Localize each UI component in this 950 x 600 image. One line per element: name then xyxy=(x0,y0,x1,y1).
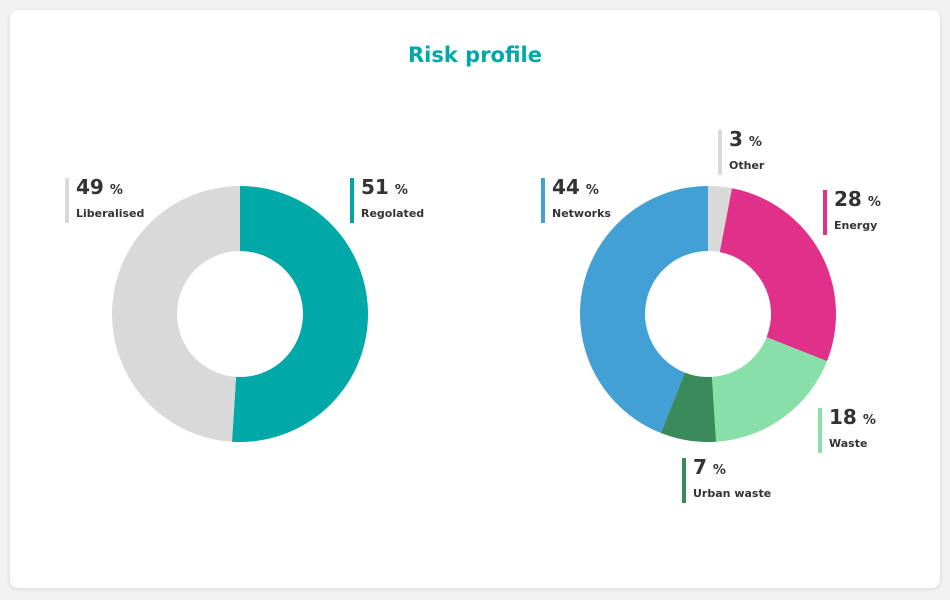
legend-label: Networks xyxy=(552,207,611,220)
value-number: 51 xyxy=(361,175,389,199)
legend-swatch xyxy=(823,190,827,235)
value-unit: % xyxy=(586,183,599,198)
donut-segment xyxy=(111,186,240,442)
legend-swatch xyxy=(541,178,545,223)
value-label: 7% xyxy=(693,455,726,479)
legend-swatch xyxy=(350,178,354,223)
value-number: 18 xyxy=(829,405,857,429)
value-number: 49 xyxy=(76,175,104,199)
value-unit: % xyxy=(863,413,876,428)
value-unit: % xyxy=(749,135,762,150)
value-unit: % xyxy=(868,195,881,210)
value-number: 7 xyxy=(693,455,707,479)
value-label: 18% xyxy=(829,405,876,429)
legend-swatch xyxy=(65,178,69,223)
legend-label: Other xyxy=(729,159,765,172)
value-number: 3 xyxy=(729,127,743,151)
donut-segment xyxy=(719,188,836,362)
value-label: 28% xyxy=(834,187,881,211)
legend-label: Liberalised xyxy=(76,207,144,220)
value-unit: % xyxy=(395,183,408,198)
donut-segment xyxy=(711,337,828,442)
value-label: 3% xyxy=(729,127,762,151)
value-unit: % xyxy=(110,183,123,198)
legend-swatch xyxy=(718,130,722,175)
legend-label: Regolated xyxy=(361,207,424,220)
value-number: 28 xyxy=(834,187,862,211)
value-unit: % xyxy=(713,463,726,478)
donut-segment xyxy=(231,186,368,442)
value-label: 51% xyxy=(361,175,408,199)
chart-title: Risk profile xyxy=(408,43,542,67)
legend-swatch xyxy=(682,458,686,503)
donut-segment xyxy=(660,372,717,442)
legend-swatch xyxy=(818,408,822,453)
donut-segment xyxy=(580,186,708,434)
value-label: 49% xyxy=(76,175,123,199)
value-number: 44 xyxy=(552,175,580,199)
legend-label: Urban waste xyxy=(693,487,771,500)
legend-label: Waste xyxy=(829,437,867,450)
donut-segment xyxy=(708,186,732,253)
value-label: 44% xyxy=(552,175,599,199)
legend-label: Energy xyxy=(834,219,877,232)
